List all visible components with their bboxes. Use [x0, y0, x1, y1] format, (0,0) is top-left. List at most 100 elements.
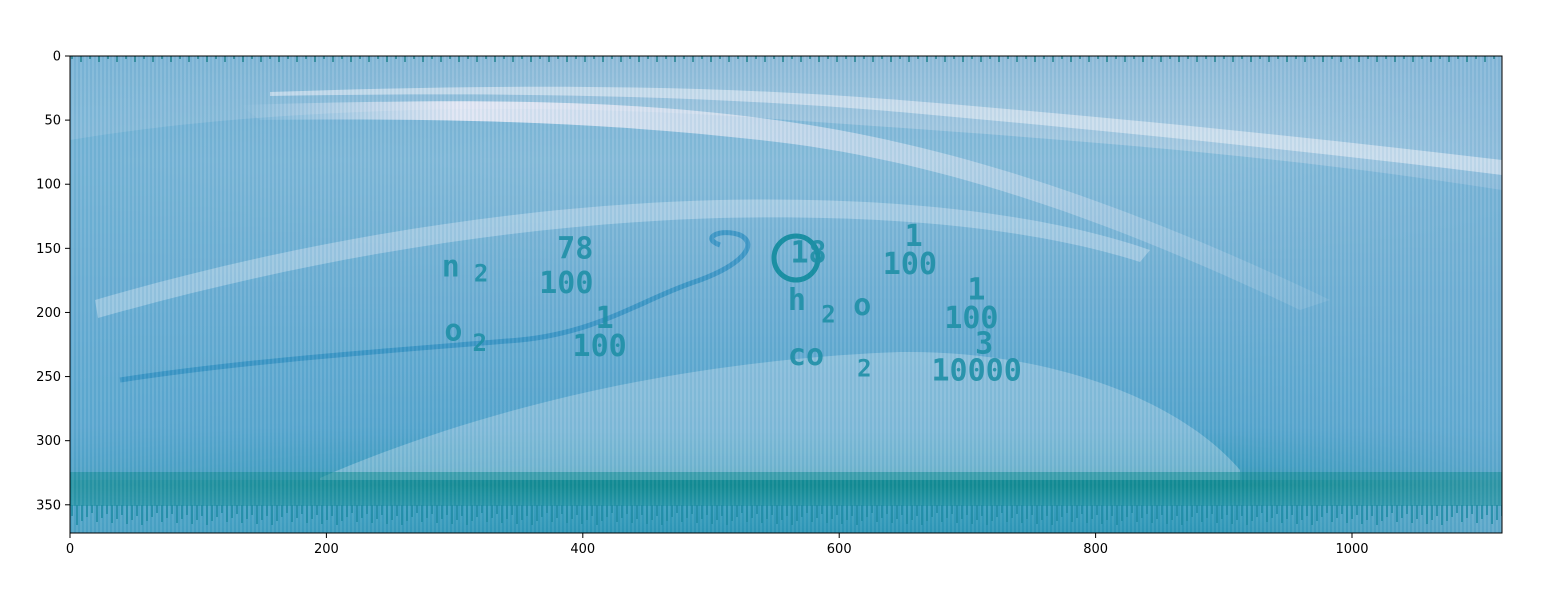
top-stripe: [908, 56, 910, 62]
bottom-stripe: [976, 505, 978, 520]
top-stripe: [593, 56, 595, 59]
bottom-stripe: [1116, 505, 1118, 525]
bottom-stripe: [256, 505, 258, 524]
bottom-stripe: [891, 505, 893, 523]
top-stripe: [701, 56, 703, 59]
bottom-stripe: [116, 505, 118, 519]
bottom-stripe: [596, 505, 598, 525]
bottom-stripe: [956, 505, 958, 523]
top-stripe: [278, 56, 280, 62]
top-stripe: [1214, 56, 1216, 62]
bottom-stripe: [1266, 505, 1268, 522]
image-text: h: [788, 283, 806, 318]
bottom-stripe: [841, 505, 843, 524]
bottom-stripe: [331, 505, 333, 516]
top-stripe: [503, 56, 505, 59]
bottom-stripe: [801, 505, 803, 517]
bottom-stripe: [226, 505, 228, 522]
top-stripe: [413, 56, 415, 59]
top-stripe: [350, 56, 352, 62]
top-stripe: [1259, 56, 1261, 59]
bottom-stripe: [641, 505, 643, 515]
top-stripe: [71, 56, 73, 59]
bottom-stripe: [1306, 505, 1308, 516]
bottom-stripe: [706, 505, 708, 515]
bottom-stripe: [566, 505, 568, 523]
top-stripe: [1079, 56, 1081, 59]
top-stripe: [683, 56, 685, 59]
bottom-stripe: [171, 505, 173, 514]
bottom-stripe: [1241, 505, 1243, 516]
bottom-stripe: [76, 505, 78, 525]
bottom-stripe: [711, 505, 713, 524]
bottom-stripe: [911, 505, 913, 520]
top-stripes: [71, 56, 1495, 62]
bottom-stripe: [456, 505, 458, 520]
bottom-stripe: [681, 505, 683, 522]
bottom-stripe: [931, 505, 933, 517]
bottom-stripe: [981, 505, 983, 516]
bottom-stripe: [531, 505, 533, 525]
top-stripe: [854, 56, 856, 62]
bottom-stripe: [436, 505, 438, 523]
top-stripe: [1196, 56, 1198, 62]
y-tick-label: 350: [36, 498, 61, 513]
top-stripe: [737, 56, 739, 59]
bottom-stripe: [771, 505, 773, 515]
top-stripe: [611, 56, 613, 59]
top-stripe: [377, 56, 379, 59]
top-stripe: [1016, 56, 1018, 62]
bottom-stripe: [621, 505, 623, 518]
bottom-stripe: [386, 505, 388, 524]
top-stripe: [116, 56, 118, 62]
bottom-stripe: [416, 505, 418, 513]
bottom-stripe: [521, 505, 523, 520]
bottom-stripe: [1111, 505, 1113, 516]
bottom-stripe: [276, 505, 278, 521]
bottom-stripe: [971, 505, 973, 524]
top-stripe: [845, 56, 847, 59]
bottom-stripe: [696, 505, 698, 523]
bottom-stripe: [921, 505, 923, 525]
top-stripe: [719, 56, 721, 59]
image-text: 100: [573, 329, 627, 364]
top-stripe: [1313, 56, 1315, 59]
bottom-stripe: [1486, 505, 1488, 515]
top-stripe: [674, 56, 676, 62]
top-stripe: [953, 56, 955, 59]
top-stripe: [215, 56, 217, 59]
bottom-stripe: [81, 505, 83, 521]
bottom-stripe: [836, 505, 838, 515]
bottom-stripe: [866, 505, 868, 517]
bottom-stripe: [296, 505, 298, 518]
bottom-stripe: [581, 505, 583, 524]
y-tick-label: 300: [36, 434, 61, 449]
top-stripe: [206, 56, 208, 62]
top-stripe: [1052, 56, 1054, 62]
y-axis: 0 50 100 150 200 250 300 350: [36, 50, 70, 513]
top-stripe: [836, 56, 838, 62]
y-tick-label: 100: [36, 178, 61, 193]
top-stripe: [161, 56, 163, 59]
bottom-stripe: [761, 505, 763, 523]
top-stripe: [512, 56, 514, 62]
bottom-stripe: [616, 505, 618, 522]
bottom-stripe: [1276, 505, 1278, 514]
bottom-stripe: [1206, 505, 1208, 518]
bottom-stripe: [1011, 505, 1013, 518]
top-stripe: [800, 56, 802, 62]
top-stripe: [971, 56, 973, 59]
top-stripe: [1205, 56, 1207, 59]
bottom-stripe: [786, 505, 788, 516]
bottom-stripe: [656, 505, 658, 516]
bottom-stripe: [1441, 505, 1443, 525]
x-axis: 0 200 400 600 800 1000: [66, 533, 1369, 557]
bottom-stripe: [571, 505, 573, 519]
top-stripe: [602, 56, 604, 62]
top-stripe: [341, 56, 343, 59]
top-stripe: [404, 56, 406, 62]
bottom-stripe: [1226, 505, 1228, 515]
image-text: 1: [967, 273, 985, 308]
image-text: o: [444, 314, 462, 349]
